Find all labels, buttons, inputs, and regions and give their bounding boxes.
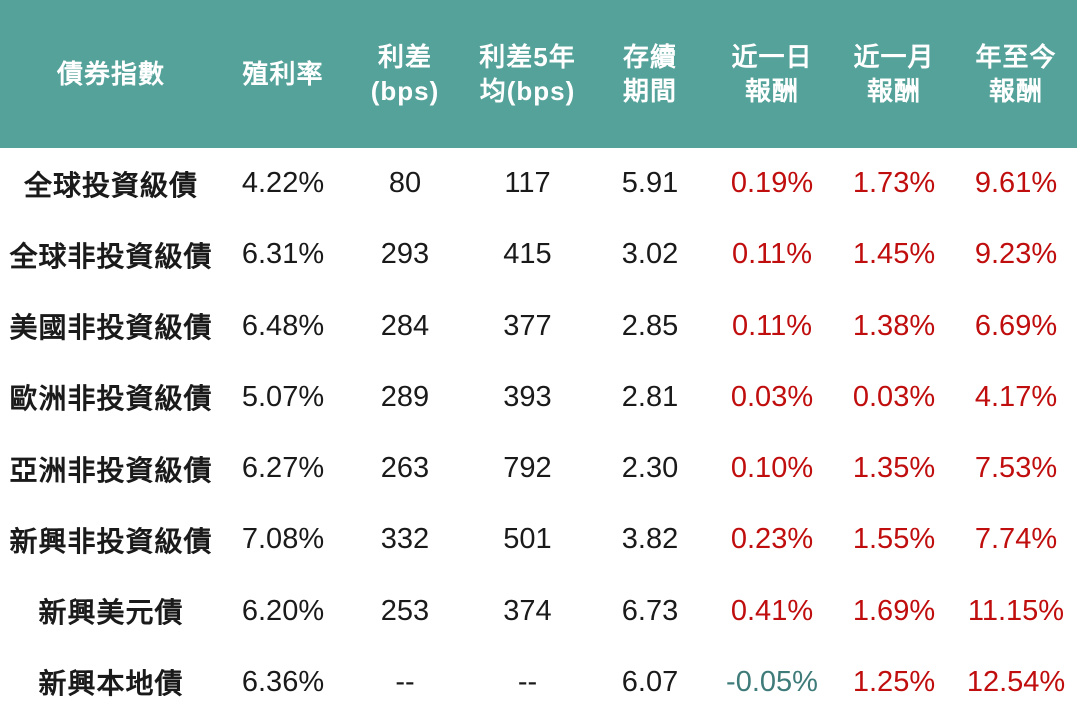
cell-return-ytd: 4.17% [974,380,1058,413]
cell-spread-bps: 332 [380,523,430,556]
cell-return-1d: 0.23% [730,523,814,556]
cell-duration: 6.07 [621,665,679,698]
table-row: 新興美元債 6.20% 253 374 6.73 0.41% 1.69% 11.15% [0,576,1077,647]
cell-yield: 6.36% [241,665,325,698]
cell-spread-5y-avg-bps: 393 [503,380,552,413]
cell-return-ytd: 9.61% [974,167,1058,200]
table-body: 全球投資級債 4.22% 80 117 5.91 0.19% 1.73% 9.61% 全球非投資… [0,148,1077,718]
table-row: 美國非投資級債 6.48% 284 377 2.85 0.11% 1.38% 6.69% [0,291,1077,362]
cell-duration: 3.82 [621,523,679,556]
cell-return-1m: 1.73% [852,167,936,200]
cell-return-1d: -0.05% [726,665,818,698]
cell-return-ytd: 7.53% [974,452,1058,485]
table-row: 亞洲非投資級債 6.27% 263 792 2.30 0.10% 1.35% 7.53% [0,433,1077,504]
table-row: 新興本地債 6.36% -- -- 6.07 -0.05% 1.25% 12.54% [0,647,1077,718]
cell-yield: 5.07% [241,380,325,413]
cell-yield: 6.20% [241,594,325,627]
cell-spread-5y-avg-bps: 374 [503,594,552,627]
table-header-row: 債券指數 殖利率 利差 (bps) 利差5年 均(bps) 存續 期間 近一日 … [0,0,1077,148]
cell-return-ytd: 11.15% [967,594,1065,627]
cell-duration: 3.02 [621,238,679,271]
cell-spread-bps: 289 [380,380,430,413]
cell-return-ytd: 12.54% [966,665,1066,698]
cell-bond-index: 全球投資級債 [23,169,198,201]
column-header-return-ytd: 年至今 報酬 [955,0,1077,148]
cell-return-1d: 0.11% [731,238,813,271]
cell-spread-5y-avg-bps: 415 [503,238,552,271]
table-row: 歐洲非投資級債 5.07% 289 393 2.81 0.03% 0.03% 4.17% [0,362,1077,433]
cell-spread-5y-avg-bps: 501 [503,523,552,556]
cell-return-ytd: 6.69% [974,309,1058,342]
cell-return-1m: 1.35% [852,452,936,485]
cell-duration: 5.91 [621,167,679,200]
cell-bond-index: 新興本地債 [38,668,184,700]
cell-spread-5y-avg-bps: 792 [503,452,552,485]
column-header-duration: 存續 期間 [589,0,711,148]
column-header-return-1m: 近一月 報酬 [833,0,955,148]
column-header-yield: 殖利率 [222,0,344,148]
cell-spread-5y-avg-bps: 377 [503,309,552,342]
column-header-bond-index: 債券指數 [0,0,222,148]
cell-bond-index: 新興非投資級債 [9,525,213,557]
cell-spread-bps: 80 [388,167,422,200]
column-header-spread-bps: 利差 (bps) [344,0,466,148]
cell-bond-index: 美國非投資級債 [9,312,213,344]
cell-spread-bps: 253 [380,594,430,627]
cell-duration: 6.73 [621,594,679,627]
cell-return-1d: 0.11% [731,309,813,342]
cell-yield: 7.08% [241,523,325,556]
cell-return-1m: 0.03% [852,380,936,413]
cell-bond-index: 歐洲非投資級債 [9,383,213,415]
table-row: 全球投資級債 4.22% 80 117 5.91 0.19% 1.73% 9.61% [0,148,1077,219]
cell-duration: 2.81 [621,380,679,413]
cell-spread-bps: 293 [380,238,430,271]
cell-spread-bps: 284 [380,309,430,342]
cell-spread-bps: 263 [380,452,430,485]
table-row: 全球非投資級債 6.31% 293 415 3.02 0.11% 1.45% 9.23% [0,219,1077,290]
cell-duration: 2.30 [621,452,679,485]
cell-return-1d: 0.41% [730,594,814,627]
column-header-spread-5y-avg-bps: 利差5年 均(bps) [466,0,589,148]
cell-return-1d: 0.10% [730,452,814,485]
cell-return-1m: 1.55% [852,523,936,556]
cell-bond-index: 全球非投資級債 [9,240,213,272]
cell-return-ytd: 7.74% [974,523,1058,556]
table-header: 債券指數 殖利率 利差 (bps) 利差5年 均(bps) 存續 期間 近一日 … [0,0,1077,148]
column-header-return-1d: 近一日 報酬 [711,0,833,148]
cell-yield: 6.27% [241,452,325,485]
cell-return-ytd: 9.23% [974,238,1058,271]
cell-return-1d: 0.03% [730,380,814,413]
cell-yield: 6.31% [241,238,325,271]
cell-yield: 6.48% [241,309,325,342]
cell-spread-5y-avg-bps: 117 [504,167,551,200]
cell-yield: 4.22% [241,167,325,200]
cell-spread-5y-avg-bps: -- [517,665,538,698]
cell-return-1m: 1.25% [852,665,936,698]
cell-bond-index: 亞洲非投資級債 [9,454,213,486]
cell-return-1m: 1.69% [852,594,936,627]
cell-return-1m: 1.45% [852,238,936,271]
cell-return-1m: 1.38% [852,309,936,342]
cell-spread-bps: -- [395,665,415,698]
table-row: 新興非投資級債 7.08% 332 501 3.82 0.23% 1.55% 7.74% [0,504,1077,575]
cell-return-1d: 0.19% [730,167,814,200]
cell-duration: 2.85 [621,309,679,342]
cell-bond-index: 新興美元債 [38,597,184,629]
